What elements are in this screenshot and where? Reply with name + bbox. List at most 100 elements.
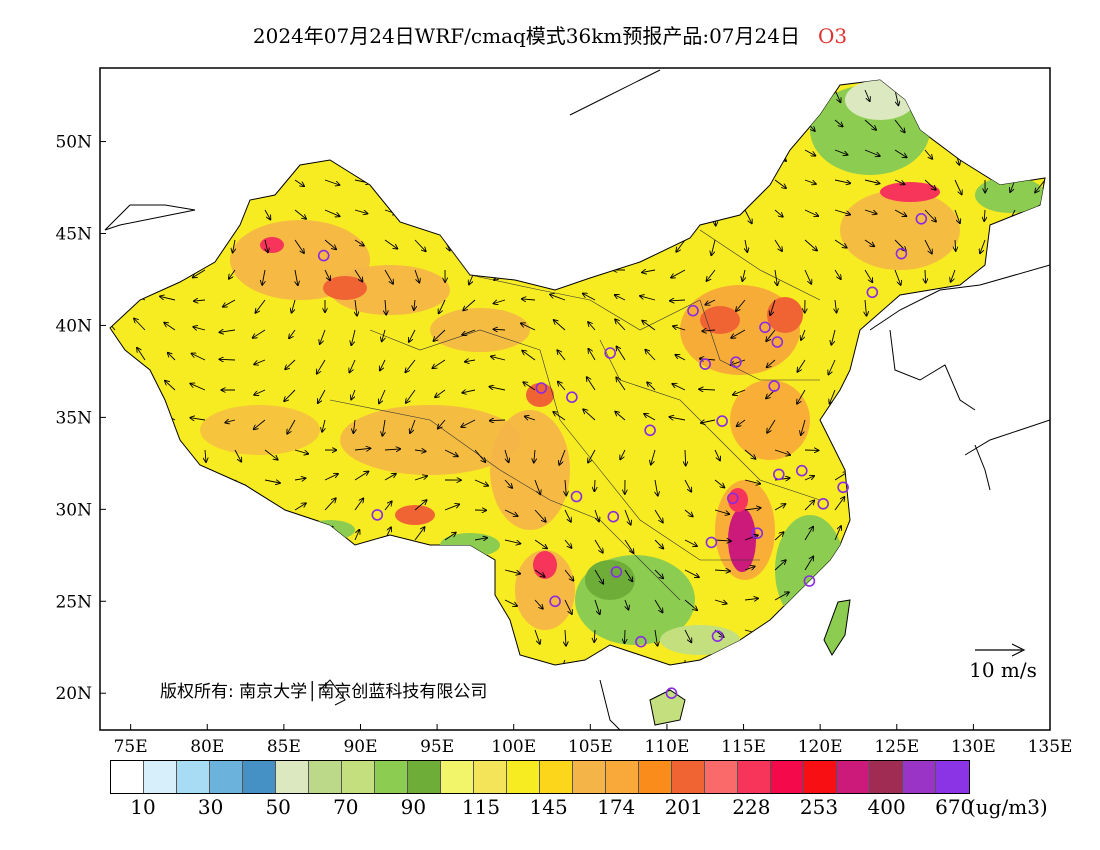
wind-arrow (354, 448, 370, 450)
legend-swatch (606, 761, 639, 793)
wind-arrow (229, 269, 236, 279)
lon-label: 130E (951, 737, 996, 757)
wind-arrow (774, 504, 785, 511)
lon-label: 110E (645, 737, 690, 757)
wind-arrow (804, 500, 814, 511)
wind-arrow (294, 478, 306, 480)
wind-arrow (219, 359, 236, 360)
wind-arrow (522, 351, 536, 361)
wind-arrow (432, 359, 446, 368)
wind-arrow (684, 569, 699, 577)
wind-arrow (474, 538, 487, 540)
wind-arrow (594, 539, 603, 553)
legend-label: 10 (130, 795, 156, 819)
wind-arrow (587, 377, 596, 391)
wind-arrow (233, 239, 235, 253)
wind-arrow (494, 299, 506, 304)
wind-arrow (165, 381, 176, 391)
wind-arrow (534, 629, 540, 644)
wind-arrow (804, 476, 814, 481)
wind-arrow (324, 269, 330, 280)
wind-arrow (828, 359, 836, 375)
wind-arrow (685, 449, 686, 466)
wind-arrow (294, 449, 308, 454)
wind-arrow (295, 269, 298, 285)
wind-arrow (557, 350, 566, 361)
wind-arrow (640, 296, 656, 301)
wind-arrow (223, 299, 236, 307)
wind-arrow (294, 209, 306, 219)
wind-arrow (462, 329, 476, 335)
wind-arrow (669, 417, 686, 421)
wind-arrow (414, 476, 427, 481)
wind-arrow (615, 319, 626, 331)
wind-arrow (707, 269, 716, 281)
wind-arrow (731, 329, 746, 338)
wind-arrow (673, 326, 686, 331)
wind-arrow (565, 479, 566, 495)
wind-arrow (354, 209, 367, 214)
wind-arrow (744, 535, 758, 541)
legend-swatch (375, 761, 408, 793)
wind-arrow (463, 299, 476, 310)
station-marker (644, 424, 656, 437)
wind-arrow (262, 269, 265, 285)
wind-arrow (461, 419, 476, 427)
legend-label: 90 (400, 795, 427, 819)
legend-label: 400 (867, 795, 906, 819)
wind-arrow (624, 539, 634, 553)
wind-arrow (583, 294, 596, 301)
wind-arrow (834, 179, 850, 183)
lat-label: 20N (55, 684, 92, 704)
wind-arrow (645, 350, 656, 361)
wind-arrow (804, 557, 813, 571)
wind-arrow (774, 560, 786, 571)
wind-arrow (714, 509, 729, 514)
station-marker (771, 336, 784, 348)
wind-arrow (834, 497, 844, 511)
wind-arrow (774, 449, 790, 455)
wind-arrow (380, 359, 386, 371)
wind-arrow (405, 359, 416, 372)
legend-label: 670 (935, 795, 974, 819)
legend-swatch (771, 761, 804, 793)
balkhash-lake (104, 204, 196, 231)
wind-arrow (254, 419, 266, 429)
wind-arrow (744, 566, 755, 570)
station-marker (895, 247, 908, 260)
wind-arrow (954, 209, 960, 223)
wind-arrow (324, 209, 340, 216)
wind-arrow (474, 449, 485, 462)
legend-swatch (540, 761, 573, 793)
wind-arrow (193, 269, 206, 278)
wind-arrow (564, 599, 572, 614)
wind-arrow (444, 533, 456, 541)
wind-arrow (354, 472, 368, 481)
wind-arrow (766, 329, 776, 341)
wind-arrow (655, 629, 658, 646)
wind-arrow (193, 327, 206, 330)
station-marker (716, 415, 728, 427)
wind-arrow (714, 570, 730, 571)
wind-arrow (767, 359, 776, 367)
vietnam-coast (599, 679, 621, 730)
wind-arrow (465, 360, 476, 362)
wind-arrow (625, 629, 626, 643)
korea-peninsula (889, 329, 976, 411)
wind-arrow (804, 149, 815, 156)
baikal-lake (569, 69, 661, 116)
wind-arrow (384, 239, 397, 249)
wind-arrow (289, 329, 296, 338)
wind-arrow (474, 479, 488, 486)
wind-arrow (954, 179, 962, 194)
legend-swatch (870, 761, 903, 793)
wind-arrow (406, 389, 416, 403)
legend-swatch (111, 761, 144, 793)
wind-arrow (894, 149, 907, 157)
wind-arrow (744, 449, 756, 459)
station-marker (535, 382, 548, 394)
wind-arrow (324, 498, 336, 511)
station-marker (610, 566, 623, 578)
station-marker (837, 481, 849, 494)
station-marker (711, 630, 724, 643)
